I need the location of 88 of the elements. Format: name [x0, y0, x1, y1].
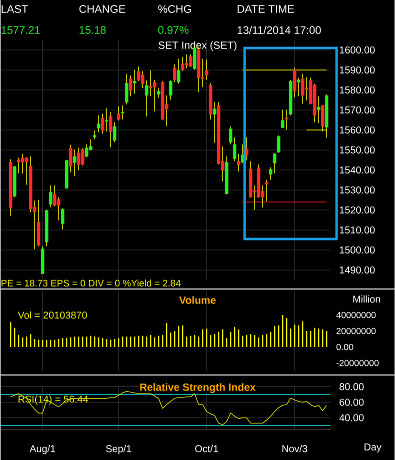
candlestick — [56, 196, 60, 221]
y-tick-label: 1490.00 — [340, 266, 375, 274]
chart-title: SET Index (SET) — [158, 41, 236, 51]
chart-title: Relative Strength Index — [140, 383, 256, 393]
x-axis-title: Day — [364, 444, 382, 452]
candlestick — [72, 149, 76, 177]
candlestick — [96, 115, 100, 133]
text: DATE TIME — [238, 5, 294, 13]
chart-title: Volume — [179, 296, 216, 304]
candlestick — [84, 144, 88, 158]
candlestick — [104, 108, 108, 132]
text: 15.18 — [80, 26, 106, 34]
annotation: PE = 18.73 EPS = 0 DIV = 0 %Yield = 2.84 — [1, 280, 181, 286]
candlestick — [80, 148, 84, 166]
y-axis-title: Million — [353, 295, 380, 303]
candlestick — [36, 199, 40, 247]
candlestick — [120, 105, 124, 120]
candlestick — [100, 113, 104, 134]
y-tick-label: 1540.00 — [340, 166, 375, 174]
text: LAST — [2, 5, 28, 13]
candlestick — [136, 66, 140, 82]
candlestick — [76, 147, 80, 171]
candlestick — [212, 102, 216, 144]
candlestick — [128, 75, 132, 97]
candlestick — [180, 56, 184, 72]
candlestick — [92, 130, 96, 140]
candlestick — [24, 156, 28, 186]
candlestick — [184, 54, 188, 69]
y-tick-label: 1560.00 — [340, 126, 375, 134]
candlestick — [148, 70, 152, 97]
candlestick — [152, 79, 156, 112]
y-tick-label: -20000000 — [336, 360, 379, 366]
y-tick-label: 1590.00 — [340, 66, 375, 74]
candlestick — [316, 96, 320, 124]
candlestick — [48, 185, 52, 208]
candlestick — [168, 80, 172, 100]
candlestick — [112, 122, 116, 143]
candlestick — [228, 126, 232, 145]
y-tick-label: 1600.00 — [340, 46, 375, 54]
x-tick-label: Aug/1 — [30, 444, 56, 454]
annotation: Vol = 20103870 — [18, 311, 87, 319]
y-tick-label: 1570.00 — [340, 106, 375, 114]
candlestick — [300, 73, 304, 104]
candlestick — [232, 136, 236, 162]
candlestick — [176, 58, 180, 84]
candlestick — [124, 73, 128, 105]
y-tick-label: 1520.00 — [340, 206, 375, 214]
text: 0.97% — [158, 26, 188, 34]
candlestick — [268, 166, 272, 180]
y-tick-label: 1500.00 — [340, 246, 375, 254]
text: 13/11/2014 17:00 — [238, 26, 321, 34]
candlestick — [236, 153, 240, 172]
candlestick — [20, 153, 24, 174]
candlestick — [276, 135, 280, 154]
x-tick-label: Oct/1 — [195, 444, 218, 452]
candlestick — [280, 109, 284, 128]
candlestick — [188, 54, 192, 68]
y-tick-label: 40.00 — [339, 414, 364, 422]
candlestick — [304, 76, 308, 101]
candlestick — [296, 77, 300, 97]
candlestick — [144, 80, 148, 117]
candlestick — [132, 69, 136, 94]
candlestick — [16, 157, 20, 174]
text: 1577.21 — [2, 26, 40, 34]
candlestick — [60, 208, 64, 230]
candlestick — [108, 112, 112, 148]
candlestick — [272, 152, 276, 174]
y-tick-label: 0.00 — [336, 344, 354, 350]
candlestick — [52, 185, 56, 207]
y-tick-label: 40000000 — [336, 312, 376, 318]
y-tick-label: 1550.00 — [340, 146, 375, 154]
candlestick — [204, 59, 208, 80]
candlestick — [284, 109, 288, 130]
text: CHANGE — [79, 5, 126, 13]
y-tick-label: 60.00 — [340, 398, 364, 406]
x-tick-label: Sep/1 — [106, 444, 132, 454]
y-tick-label: 80.00 — [339, 383, 364, 390]
text: %CHG — [158, 5, 191, 13]
y-tick-label: 1510.00 — [340, 226, 375, 234]
candlestick — [156, 87, 160, 98]
candlestick — [68, 144, 72, 173]
candlestick — [140, 70, 144, 89]
y-tick-label: 1580.00 — [340, 86, 375, 94]
y-tick-label: 1530.00 — [340, 186, 375, 194]
candlestick — [172, 64, 176, 83]
candlestick — [116, 106, 120, 121]
y-tick-label: 20000000 — [336, 328, 376, 334]
x-tick-label: Nov/3 — [282, 444, 308, 452]
